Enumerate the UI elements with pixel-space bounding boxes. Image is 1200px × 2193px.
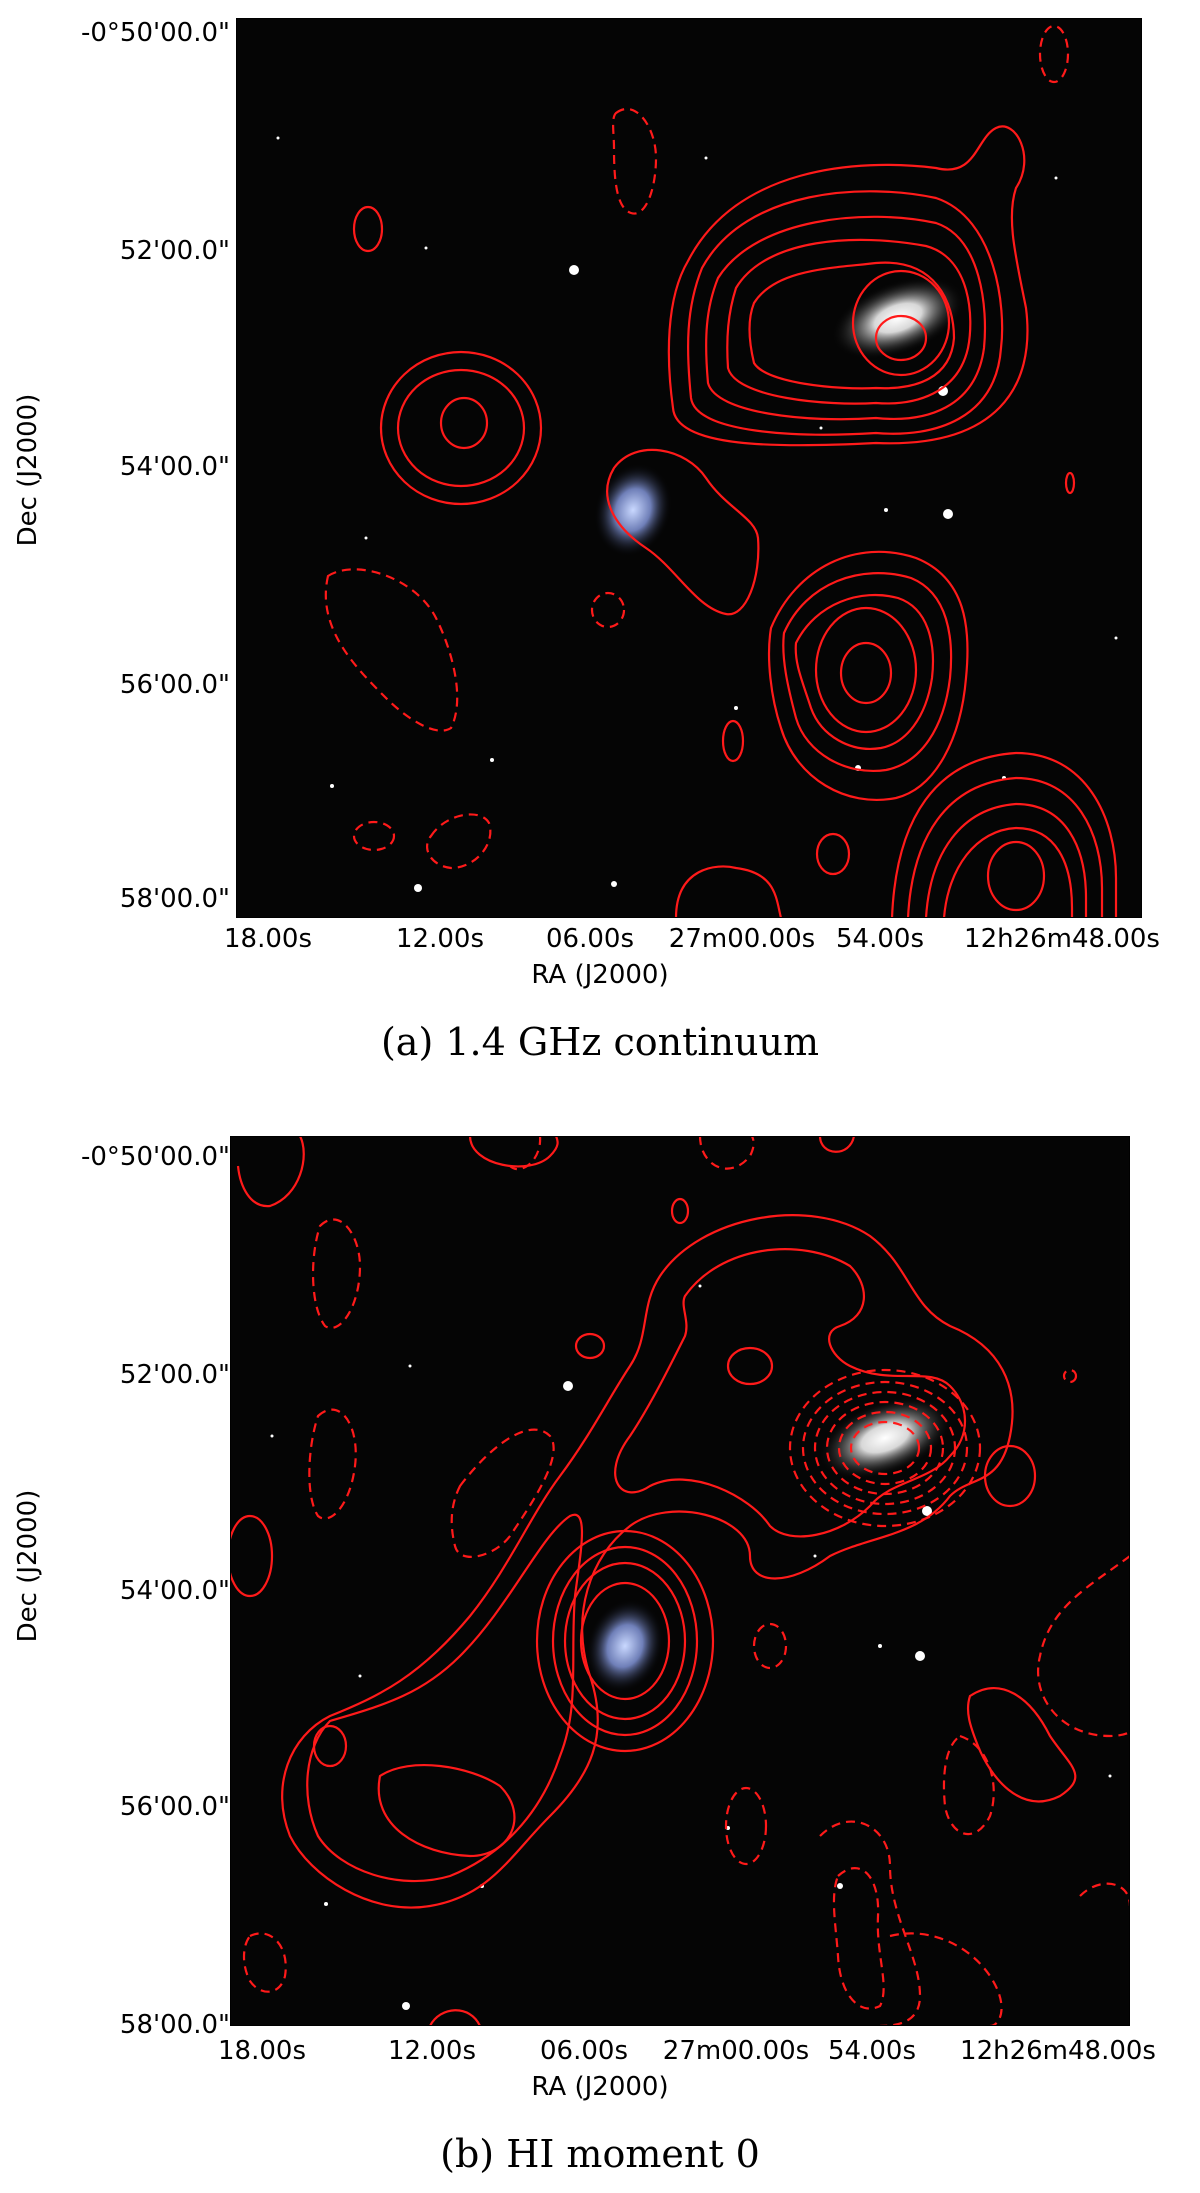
- y-tick-label: 58'00.0": [119, 2010, 230, 2040]
- contour-map: [236, 18, 1142, 918]
- x-axis-label: RA (J2000): [531, 2072, 669, 2102]
- x-tick-label: 12h26m48.00s: [964, 924, 1160, 954]
- x-tick-label: 54.00s: [836, 924, 924, 954]
- x-tick-label: 18.00s: [218, 2036, 306, 2066]
- x-axis-label: RA (J2000): [531, 960, 669, 990]
- y-tick-label: 58'00.0": [119, 884, 230, 914]
- optical-image-with-contours: [230, 1136, 1130, 2026]
- elliptical-galaxy: [818, 1396, 952, 1480]
- panel-caption: (b) HI moment 0: [440, 2132, 760, 2176]
- y-tick-label: 52'00.0": [119, 1360, 230, 1390]
- optical-image-with-contours: [236, 18, 1142, 918]
- x-tick-label: 12h26m48.00s: [960, 2036, 1156, 2066]
- irregular-galaxy: [593, 463, 673, 557]
- irregular-galaxy: [585, 1599, 665, 1693]
- panel-continuum: Dec (J2000) -0°50'00.0" 52'00.0" 54'00.0…: [0, 0, 1200, 1096]
- y-tick-label: 56'00.0": [119, 1792, 230, 1822]
- y-tick-label: -0°50'00.0": [80, 1142, 230, 1172]
- y-tick-label: 54'00.0": [119, 1576, 230, 1606]
- x-tick-label: 06.00s: [540, 2036, 628, 2066]
- x-tick-label: 27m00.00s: [668, 924, 816, 954]
- x-tick-label: 06.00s: [546, 924, 634, 954]
- y-tick-label: 56'00.0": [119, 670, 230, 700]
- y-axis-label: Dec (J2000): [13, 1489, 43, 1643]
- x-tick-label: 12.00s: [388, 2036, 476, 2066]
- x-tick-label: 12.00s: [396, 924, 484, 954]
- x-tick-label: 27m00.00s: [662, 2036, 810, 2066]
- x-tick-label: 54.00s: [828, 2036, 916, 2066]
- x-tick-label: 18.00s: [224, 924, 312, 954]
- y-tick-label: 54'00.0": [119, 452, 230, 482]
- contour-map: [230, 1136, 1130, 2026]
- elliptical-galaxy: [831, 276, 965, 360]
- panel-caption: (a) 1.4 GHz continuum: [380, 1020, 819, 1064]
- panel-hi-moment0: Dec (J2000) -0°50'00.0" 52'00.0" 54'00.0…: [0, 1096, 1200, 2193]
- y-tick-label: -0°50'00.0": [80, 18, 230, 48]
- y-tick-label: 52'00.0": [119, 236, 230, 266]
